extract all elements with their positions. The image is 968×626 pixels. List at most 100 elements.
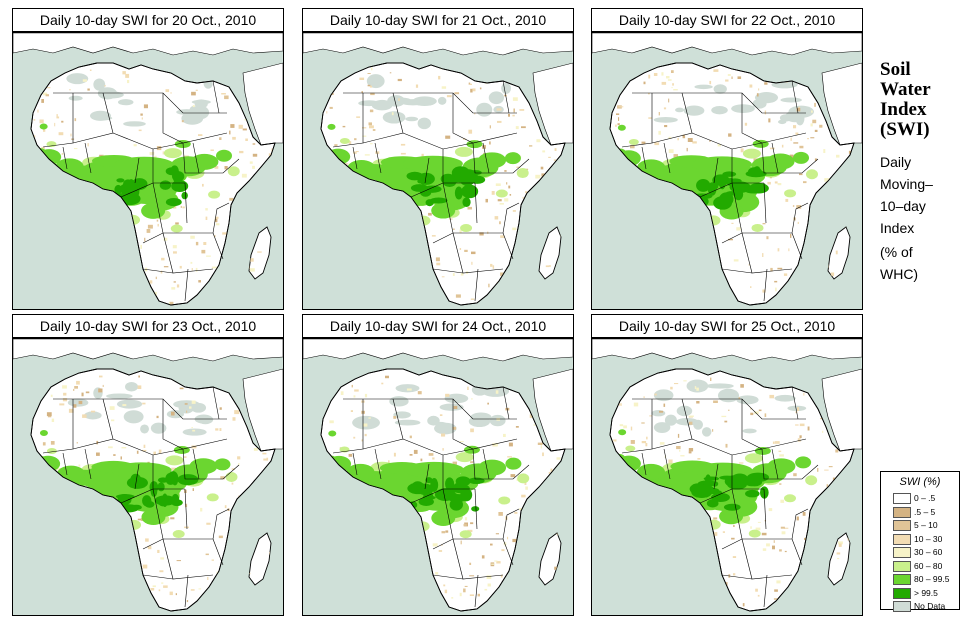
swi-speckle <box>444 589 448 594</box>
nodata-patch <box>371 99 393 111</box>
swi-speckle <box>509 194 512 196</box>
swi-speckle <box>773 598 779 600</box>
swi-patch-light <box>170 224 183 233</box>
swi-speckle <box>74 118 77 122</box>
swi-speckle <box>147 224 153 229</box>
legend-swatch <box>893 560 911 572</box>
swi-patch-light <box>805 475 818 486</box>
swi-speckle <box>630 145 635 149</box>
nodata-patch <box>653 116 678 123</box>
swi-patch-wet <box>418 497 434 507</box>
nodata-patch <box>140 424 149 434</box>
swi-speckle <box>671 70 674 73</box>
legend-label: 0 – .5 <box>914 493 936 503</box>
country-border <box>424 463 430 490</box>
swi-speckle <box>74 148 78 150</box>
swi-patch-light <box>163 148 182 159</box>
swi-speckle <box>334 144 338 147</box>
swi-speckle <box>195 267 198 272</box>
swi-speckle <box>512 227 517 231</box>
swi-speckle <box>673 154 678 158</box>
swi-patch <box>328 430 337 437</box>
country-border <box>771 142 779 174</box>
side-unit-line: (% of <box>880 244 913 260</box>
swi-patch-wet <box>723 503 741 511</box>
swi-speckle <box>471 261 473 265</box>
country-border <box>163 508 230 540</box>
country-border <box>424 157 430 184</box>
swi-speckle <box>671 87 673 89</box>
swi-speckle <box>641 422 645 424</box>
swi-speckle <box>661 81 667 85</box>
swi-speckle <box>221 93 226 95</box>
swi-speckle <box>143 444 146 448</box>
swi-speckle <box>102 384 104 387</box>
swi-speckle <box>512 97 518 101</box>
country-border <box>713 463 719 490</box>
swi-speckle <box>428 453 434 456</box>
swi-speckle <box>630 440 635 444</box>
swi-speckle <box>326 111 328 114</box>
swi-speckle <box>368 417 371 419</box>
swi-speckle <box>263 458 268 461</box>
panel-title: Daily 10-day SWI for 25 Oct., 2010 <box>591 314 863 338</box>
swi-speckle <box>76 442 78 444</box>
swi-speckle <box>232 417 236 421</box>
swi-speckle <box>367 84 371 87</box>
coastline <box>320 62 566 306</box>
nodata-patch <box>387 95 406 107</box>
country-border <box>120 182 154 198</box>
swi-speckle <box>150 588 155 591</box>
swi-patch <box>216 149 233 162</box>
swi-speckle <box>190 589 195 591</box>
coastline <box>609 368 855 612</box>
swi-speckle <box>500 272 504 276</box>
swi-speckle <box>206 255 211 257</box>
swi-speckle <box>211 559 214 561</box>
swi-patch-light <box>495 189 508 198</box>
swi-speckle <box>781 531 786 535</box>
country-border <box>641 452 647 476</box>
swi-speckle <box>824 469 829 471</box>
swi-speckle <box>484 588 488 591</box>
swi-speckle <box>503 433 506 437</box>
swi-speckle <box>658 112 660 116</box>
legend-label: 10 – 30 <box>914 533 943 544</box>
swi-speckle <box>713 400 718 403</box>
swi-speckle <box>452 461 457 465</box>
swi-speckle <box>171 411 175 416</box>
swi-speckle <box>493 443 498 447</box>
swi-speckle <box>658 130 661 135</box>
swi-speckle <box>170 92 172 94</box>
swi-patch-light <box>784 494 797 503</box>
swi-speckle <box>673 89 678 91</box>
nodata-patch <box>66 73 89 85</box>
swi-speckle <box>142 449 147 452</box>
swi-speckle <box>173 281 176 283</box>
swi-speckle <box>803 392 805 396</box>
swi-speckle <box>522 196 524 199</box>
swi-speckle <box>468 129 473 134</box>
swi-speckle <box>664 125 668 128</box>
swi-speckle <box>33 119 36 121</box>
country-border <box>352 452 358 476</box>
swi-speckle <box>371 67 373 71</box>
nodata-patch <box>488 91 505 105</box>
swi-speckle <box>153 451 156 455</box>
swi-speckle <box>33 135 36 138</box>
swi-speckle <box>828 466 833 468</box>
swi-speckle <box>180 205 182 208</box>
nodata-patch <box>433 421 447 427</box>
swi-patch-wet <box>165 197 182 207</box>
swi-speckle <box>137 385 142 389</box>
swi-speckle <box>757 594 760 597</box>
swi-speckle <box>229 197 234 201</box>
swi-patch-wet <box>454 186 463 200</box>
swi-speckle <box>455 294 461 298</box>
country-border <box>741 399 807 450</box>
swi-speckle <box>469 575 475 577</box>
swi-speckle <box>803 181 807 184</box>
swi-patch <box>403 461 464 478</box>
nodata-patch <box>417 117 431 130</box>
swi-patch <box>636 463 665 480</box>
